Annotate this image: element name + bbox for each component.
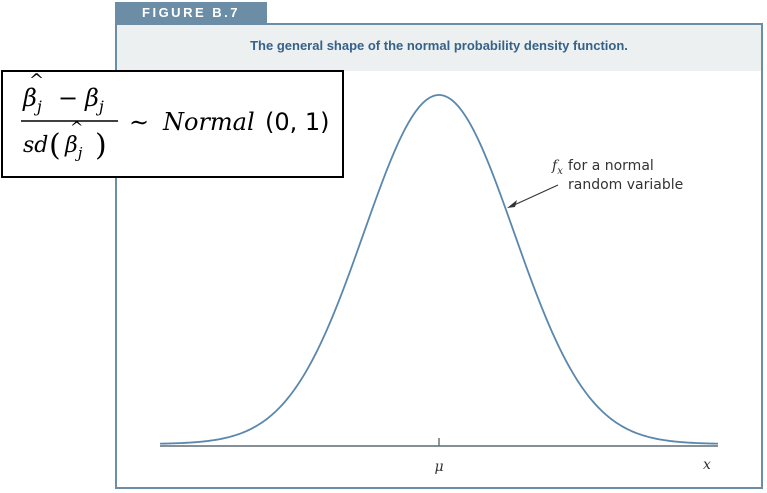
arrowhead-icon (507, 200, 517, 208)
x-axis-label: x (703, 457, 711, 473)
mean-tick-label: μ (434, 459, 443, 475)
denominator-hat-icon: ^ (70, 118, 83, 137)
hat-icon: ^ (29, 72, 44, 91)
denominator-beta-hat: βj (64, 133, 83, 162)
formula-box: βj ^ − βj sd ( βj ^ ) ∼ Normal (0, 1) (1, 70, 344, 178)
numerator-beta: βj (84, 84, 104, 116)
tilde-relation: ∼ (129, 108, 149, 136)
formula-equation: βj ^ − βj sd ( βj ^ ) ∼ Normal (0, 1) (21, 72, 330, 163)
density-curve (159, 94, 719, 445)
figure-frame: The general shape of the normal probabil… (115, 23, 763, 489)
figure-caption: The general shape of the normal probabil… (250, 38, 628, 53)
annotation-line2: random variable (568, 177, 683, 193)
annotation-line1: for a normal (568, 158, 654, 174)
right-paren-icon: ) (95, 128, 107, 163)
figure-label: FIGURE B.7 (115, 2, 267, 23)
caption-band: The general shape of the normal probabil… (117, 25, 761, 71)
distribution-params: (0, 1) (265, 108, 330, 136)
annotation-fx: fx (551, 158, 563, 177)
numerator-minus: − (58, 84, 78, 112)
denominator-sd: sd (23, 133, 48, 158)
distribution-name: Normal (162, 108, 255, 136)
annotation-arrow (511, 184, 559, 207)
numerator-beta-hat: βj (22, 84, 42, 116)
left-paren-icon: ( (49, 128, 61, 163)
